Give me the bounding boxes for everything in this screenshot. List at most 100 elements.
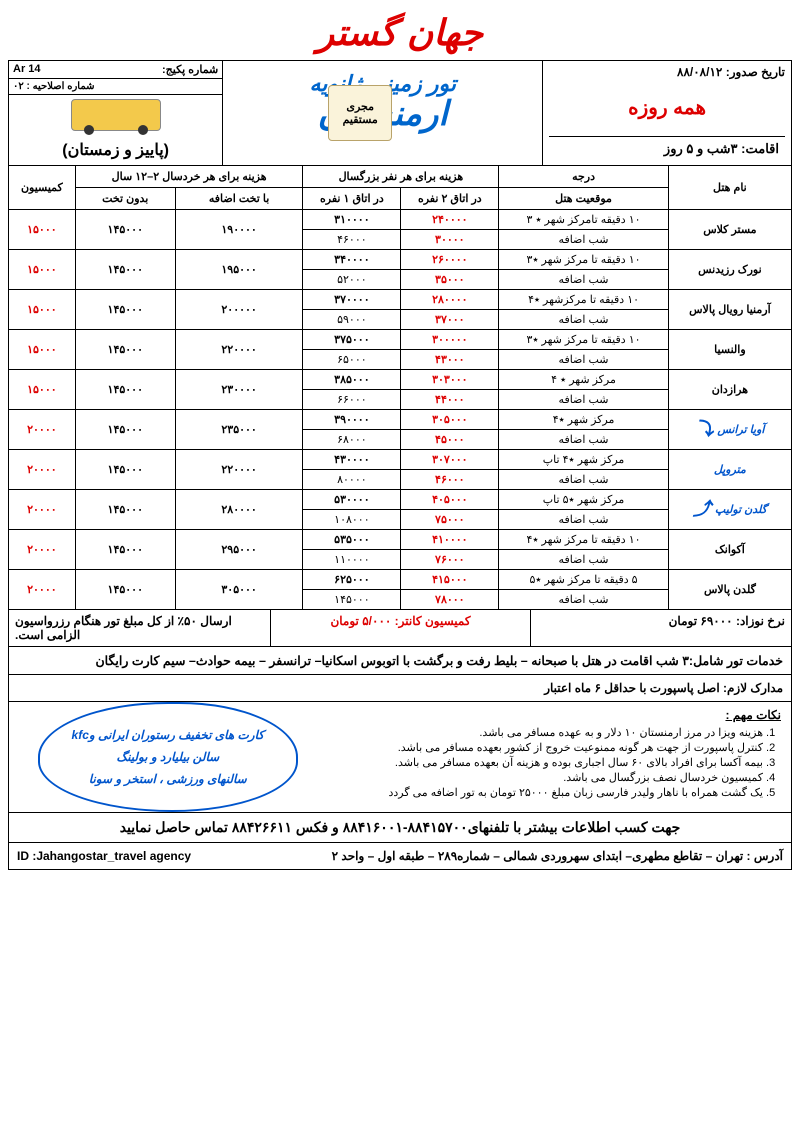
col-comm: کمیسیون	[9, 166, 76, 210]
price-nobed: ۱۴۵۰۰۰	[75, 570, 175, 610]
hotel-name: گلدن پالاس	[668, 570, 791, 610]
price-withbed: ۲۳۵۰۰۰	[175, 410, 303, 450]
deposit-note: ارسال ۵۰٪ از کل مبلغ تور هنگام رزرواسیون…	[9, 610, 270, 646]
extra-room1: ۱۱۰۰۰۰	[303, 550, 401, 570]
extra-night-label: شب اضافه	[499, 430, 668, 450]
daily-text: همه روزه	[549, 79, 785, 136]
hotel-name: آرمنیا رویال پالاس	[668, 290, 791, 330]
hotel-loc: ۱۰ دقیقه تامرکز شهر ٭ ۳	[499, 210, 668, 230]
price-room1: ۵۳۰۰۰۰	[303, 490, 401, 510]
extra-room2: ۴۶۰۰۰	[401, 470, 499, 490]
note-item: کنترل پاسپورت از جهت هر گونه ممنوعیت خرو…	[337, 741, 764, 754]
amend-label: شماره اصلاحیه :	[27, 81, 95, 92]
stay-label: اقامت:	[741, 141, 779, 156]
extra-night-label: شب اضافه	[499, 510, 668, 530]
commission: ۲۰۰۰۰	[9, 530, 76, 570]
extra-night-label: شب اضافه	[499, 350, 668, 370]
commission: ۲۰۰۰۰	[9, 490, 76, 530]
extra-room1: ۱۴۵۰۰۰	[303, 590, 401, 610]
extra-night-label: شب اضافه	[499, 230, 668, 250]
header-right: تاریخ صدور: ۸۸/۰۸/۱۲ همه روزه اقامت: ۳شب…	[542, 61, 791, 165]
price-room2: ۳۰۰۰۰۰	[401, 330, 499, 350]
price-withbed: ۲۹۵۰۰۰	[175, 530, 303, 570]
pkg-label: شماره پکیج:	[162, 63, 218, 76]
price-withbed: ۲۲۰۰۰۰	[175, 330, 303, 370]
arrow-icon: ⤵	[695, 425, 713, 434]
header-left: شماره پکیج: Ar 14 شماره اصلاحیه : ۰۲ (پا…	[9, 61, 222, 165]
col-nobed: بدون تخت	[75, 188, 175, 210]
hotel-loc: مرکز شهر ٭۴	[499, 410, 668, 430]
extra-night-label: شب اضافه	[499, 270, 668, 290]
cloud-l1: کارت های تخفیف رستوران ایرانی وkfc	[52, 728, 284, 742]
price-withbed: ۱۹۵۰۰۰	[175, 250, 303, 290]
price-withbed: ۱۹۰۰۰۰	[175, 210, 303, 250]
price-room1: ۳۴۰۰۰۰	[303, 250, 401, 270]
col-room1: در اتاق ۱ نفره	[303, 188, 401, 210]
badge-l1: مجری	[346, 100, 374, 113]
hotel-loc: ۱۰ دقیقه تا مرکز شهر ٭۳	[499, 250, 668, 270]
commission: ۱۵۰۰۰	[9, 330, 76, 370]
price-table: نام هتل درجه هزینه برای هر نفر بزرگسال ه…	[8, 165, 792, 610]
col-child: هزینه برای هر خردسال ۲–۱۲ سال	[75, 166, 303, 188]
col-room2: در اتاق ۲ نفره	[401, 188, 499, 210]
commission: ۲۰۰۰۰	[9, 450, 76, 490]
extra-room2: ۳۵۰۰۰	[401, 270, 499, 290]
price-room2: ۴۰۵۰۰۰	[401, 490, 499, 510]
price-room2: ۲۸۰۰۰۰	[401, 290, 499, 310]
note-item: کمیسیون خردسال نصف بزرگسال می باشد.	[337, 771, 764, 784]
col-grade: درجه	[499, 166, 668, 188]
price-room2: ۴۱۵۰۰۰	[401, 570, 499, 590]
price-room1: ۳۷۰۰۰۰	[303, 290, 401, 310]
price-room1: ۳۹۰۰۰۰	[303, 410, 401, 430]
issue-date-label: تاریخ صدور:	[726, 65, 785, 79]
hotel-loc: ۱۰ دقیقه تا مرکز شهر ٭۴	[499, 530, 668, 550]
extra-room2: ۳۰۰۰۰	[401, 230, 499, 250]
extra-night-label: شب اضافه	[499, 310, 668, 330]
price-room1: ۳۱۰۰۰۰	[303, 210, 401, 230]
commission: ۱۵۰۰۰	[9, 370, 76, 410]
extra-room2: ۴۴۰۰۰	[401, 390, 499, 410]
extra-room2: ۴۳۰۰۰	[401, 350, 499, 370]
bus-icon	[71, 99, 161, 131]
docs: مدارک لازم: اصل پاسپورت با حداقل ۶ ماه ا…	[8, 675, 792, 702]
extra-room2: ۴۵۰۰۰	[401, 430, 499, 450]
commission: ۲۰۰۰۰	[9, 410, 76, 450]
hotel-name: آویا ترانس⤵	[668, 410, 791, 450]
hotel-loc: ۱۰ دقیقه تا مرکزشهر ٭۴	[499, 290, 668, 310]
pkg-no: Ar 14	[13, 63, 41, 76]
price-nobed: ۱۴۵۰۰۰	[75, 290, 175, 330]
extra-night-label: شب اضافه	[499, 470, 668, 490]
extra-room2: ۷۵۰۰۰	[401, 510, 499, 530]
price-room2: ۴۱۰۰۰۰	[401, 530, 499, 550]
hotel-name: مستر کلاس	[668, 210, 791, 250]
extra-room2: ۳۷۰۰۰	[401, 310, 499, 330]
note-item: بیمه آکسا برای افراد بالای ۶۰ سال اجباری…	[337, 756, 764, 769]
note-item: یک گشت همراه با ناهار ولیدر فارسی زبان م…	[337, 786, 764, 799]
agency-id: ID :Jahangostar_travel agency	[17, 849, 191, 863]
commission: ۲۰۰۰۰	[9, 570, 76, 610]
contact: جهت کسب اطلاعات بیشتر با تلفنهای۸۸۴۱۵۷۰۰…	[8, 813, 792, 843]
extra-room1: ۶۶۰۰۰	[303, 390, 401, 410]
hotel-name: گلدن تولیپ⤴	[668, 490, 791, 530]
price-room1: ۳۷۵۰۰۰	[303, 330, 401, 350]
col-withbed: با تخت اضافه	[175, 188, 303, 210]
extra-night-label: شب اضافه	[499, 390, 668, 410]
extra-room1: ۸۰۰۰۰	[303, 470, 401, 490]
arrow-icon: ⤴	[693, 505, 711, 514]
promo-cloud: کارت های تخفیف رستوران ایرانی وkfc سالن …	[38, 702, 298, 812]
commission: ۱۵۰۰۰	[9, 250, 76, 290]
extra-room1: ۵۲۰۰۰	[303, 270, 401, 290]
hotel-name: نورک رزیدنس	[668, 250, 791, 290]
extra-night-label: شب اضافه	[499, 550, 668, 570]
badge-l2: مستقیم	[343, 113, 378, 126]
extra-room1: ۴۶۰۰۰	[303, 230, 401, 250]
extra-room1: ۶۵۰۰۰	[303, 350, 401, 370]
price-room1: ۵۳۵۰۰۰	[303, 530, 401, 550]
price-room2: ۲۶۰۰۰۰	[401, 250, 499, 270]
price-room1: ۳۸۵۰۰۰	[303, 370, 401, 390]
extra-night-label: شب اضافه	[499, 590, 668, 610]
commission: ۱۵۰۰۰	[9, 210, 76, 250]
hotel-loc: مرکز شهر ٭۴ تاپ	[499, 450, 668, 470]
extra-room1: ۶۸۰۰۰	[303, 430, 401, 450]
stay-value: ۳شب و ۵ روز	[664, 141, 738, 156]
